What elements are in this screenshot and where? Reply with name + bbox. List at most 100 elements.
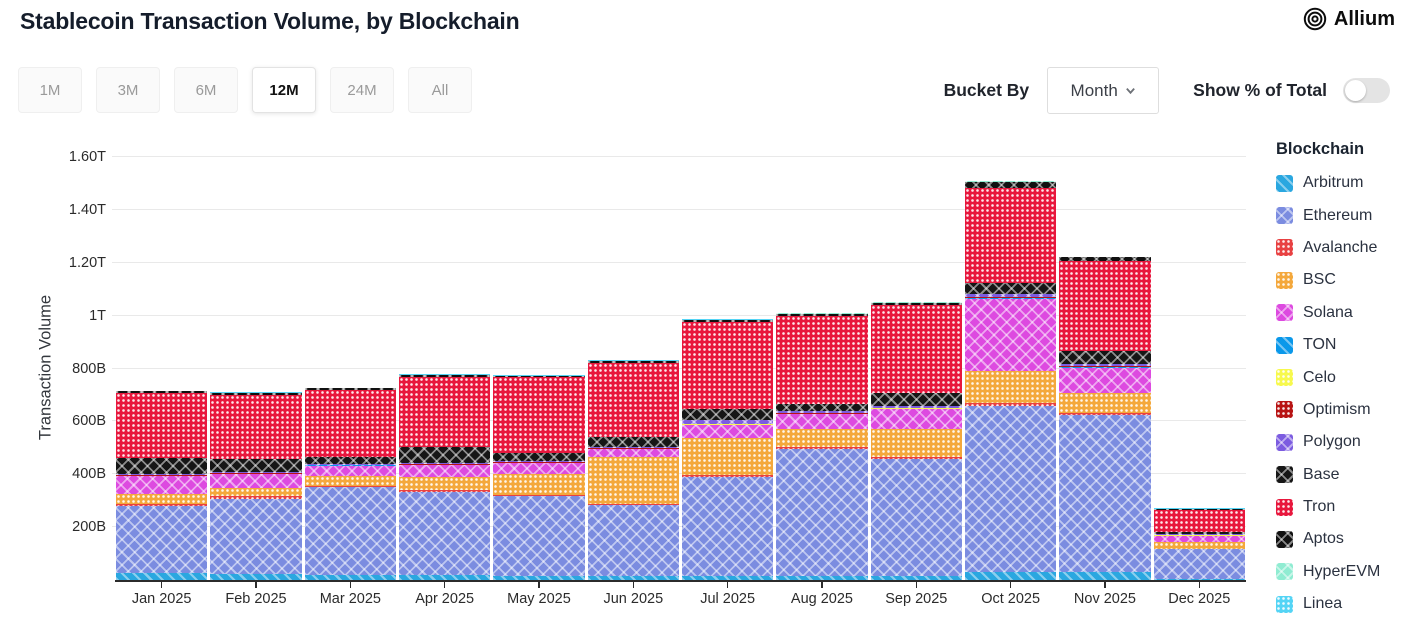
bar-segment-bsc[interactable] <box>210 488 302 497</box>
bar-segment-ton[interactable] <box>681 424 774 426</box>
range-button-1m[interactable]: 1M <box>18 67 82 113</box>
bar-segment-solana[interactable] <box>116 476 208 495</box>
legend-item-ethereum[interactable]: Ethereum <box>1276 199 1413 231</box>
bar-segment-avalanche[interactable] <box>681 474 774 478</box>
bar-segment-linea[interactable] <box>1059 256 1151 258</box>
bar-segment-optimism[interactable] <box>964 296 1057 298</box>
legend-item-optimism[interactable]: Optimism <box>1276 394 1413 426</box>
bar-segment-solana[interactable] <box>210 474 302 489</box>
bar-segment-arbitrum[interactable] <box>398 575 491 580</box>
bar-segment-avalanche[interactable] <box>1059 412 1151 415</box>
bar-segment-arbitrum[interactable] <box>964 572 1057 580</box>
bar-segment-bsc[interactable] <box>587 457 679 504</box>
bar-segment-avalanche[interactable] <box>776 447 868 450</box>
bar-segment-solana[interactable] <box>681 425 774 438</box>
bar-segment-aptos[interactable] <box>587 360 679 363</box>
bar-segment-arbitrum[interactable] <box>776 575 868 580</box>
bar-segment-polygon[interactable] <box>116 473 208 476</box>
bar-segment-polygon[interactable] <box>587 447 679 449</box>
bar-segment-arbitrum[interactable] <box>1153 578 1245 580</box>
allium-logo[interactable]: Allium <box>1302 6 1395 32</box>
bar-segment-tron[interactable] <box>398 376 491 447</box>
bar-segment-aptos[interactable] <box>870 302 962 305</box>
bar-segment-ton[interactable] <box>210 473 302 475</box>
bar-segment-avalanche[interactable] <box>210 496 302 499</box>
bar-segment-bsc[interactable] <box>1059 392 1151 413</box>
bar-segment-optimism[interactable] <box>210 473 302 474</box>
bar-segment-aptos[interactable] <box>210 392 302 395</box>
bar-segment-solana[interactable] <box>776 414 868 429</box>
bar-segment-base[interactable] <box>398 446 491 463</box>
legend-item-arbitrum[interactable]: Arbitrum <box>1276 167 1413 199</box>
bar-segment-arbitrum[interactable] <box>210 573 302 580</box>
bar-segment-aptos[interactable] <box>398 374 491 377</box>
bar-segment-optimism[interactable] <box>493 462 585 463</box>
bar-segment-arbitrum[interactable] <box>116 573 208 580</box>
bar-segment-solana[interactable] <box>493 463 585 474</box>
bar-segment-avalanche[interactable] <box>1153 548 1245 550</box>
bar-segment-ton[interactable] <box>116 475 208 477</box>
bar-segment-ethereum[interactable] <box>776 449 868 576</box>
bar-segment-polygon[interactable] <box>776 411 868 413</box>
bar-segment-tron[interactable] <box>116 393 208 458</box>
legend-item-linea[interactable]: Linea <box>1276 588 1413 620</box>
bar-segment-bsc[interactable] <box>681 437 774 475</box>
bar-segment-optimism[interactable] <box>587 448 679 449</box>
bar-segment-optimism[interactable] <box>776 412 868 414</box>
bar-segment-optimism[interactable] <box>116 475 208 476</box>
bar-segment-optimism[interactable] <box>398 464 491 465</box>
bar-segment-bsc[interactable] <box>304 475 396 486</box>
bar-segment-base[interactable] <box>870 393 962 407</box>
bar-segment-base[interactable] <box>493 453 585 462</box>
range-button-6m[interactable]: 6M <box>174 67 238 113</box>
bar-segment-avalanche[interactable] <box>964 403 1057 407</box>
bar-segment-ethereum[interactable] <box>870 459 962 576</box>
bar-segment-tron[interactable] <box>210 394 302 460</box>
bar-segment-aptos[interactable] <box>493 375 585 378</box>
bar-segment-avalanche[interactable] <box>493 494 585 497</box>
bar-segment-aptos[interactable] <box>1059 257 1151 262</box>
bar-segment-aptos[interactable] <box>964 181 1057 188</box>
bar-segment-solana[interactable] <box>870 409 962 430</box>
bar-segment-ton[interactable] <box>304 465 396 466</box>
bar-segment-polygon[interactable] <box>870 406 962 408</box>
bar-segment-optimism[interactable] <box>681 423 774 425</box>
bar-segment-arbitrum[interactable] <box>304 574 396 580</box>
bar-segment-tron[interactable] <box>870 304 962 394</box>
legend-item-tron[interactable]: Tron <box>1276 491 1413 523</box>
bar-segment-tron[interactable] <box>304 389 396 458</box>
bar-segment-ton[interactable] <box>964 297 1057 299</box>
legend-item-ton[interactable]: TON <box>1276 329 1413 361</box>
bar-segment-avalanche[interactable] <box>116 503 208 506</box>
legend-item-avalanche[interactable]: Avalanche <box>1276 232 1413 264</box>
bar-segment-aptos[interactable] <box>776 313 868 316</box>
bar-segment-solana[interactable] <box>587 449 679 458</box>
bar-segment-arbitrum[interactable] <box>587 575 679 580</box>
bar-segment-ethereum[interactable] <box>681 477 774 576</box>
bar-segment-tron[interactable] <box>1059 261 1151 352</box>
bar-segment-aptos[interactable] <box>1153 508 1245 510</box>
bar-segment-aptos[interactable] <box>304 388 396 390</box>
bar-segment-avalanche[interactable] <box>870 456 962 460</box>
bar-segment-arbitrum[interactable] <box>1059 572 1151 580</box>
bar-segment-tron[interactable] <box>1153 509 1245 533</box>
bar-segment-ton[interactable] <box>587 448 679 450</box>
bar-segment-hyperevm[interactable] <box>964 181 1057 182</box>
bar-segment-bsc[interactable] <box>493 473 585 495</box>
bar-segment-ethereum[interactable] <box>210 498 302 574</box>
bar-segment-bsc[interactable] <box>1153 542 1245 549</box>
bar-segment-solana[interactable] <box>964 298 1057 372</box>
bar-segment-avalanche[interactable] <box>398 489 491 492</box>
bar-segment-bsc[interactable] <box>398 477 491 490</box>
bar-segment-ton[interactable] <box>870 408 962 410</box>
bar-segment-optimism[interactable] <box>304 464 396 466</box>
bar-segment-base[interactable] <box>304 457 396 464</box>
bar-segment-solana[interactable] <box>1153 535 1245 543</box>
bar-segment-bsc[interactable] <box>776 428 868 448</box>
bar-segment-tron[interactable] <box>681 322 774 409</box>
bar-segment-polygon[interactable] <box>681 420 774 424</box>
bar-segment-ethereum[interactable] <box>398 491 491 576</box>
bar-segment-polygon[interactable] <box>398 462 491 465</box>
legend-item-polygon[interactable]: Polygon <box>1276 426 1413 458</box>
bar-segment-optimism[interactable] <box>1059 365 1151 367</box>
